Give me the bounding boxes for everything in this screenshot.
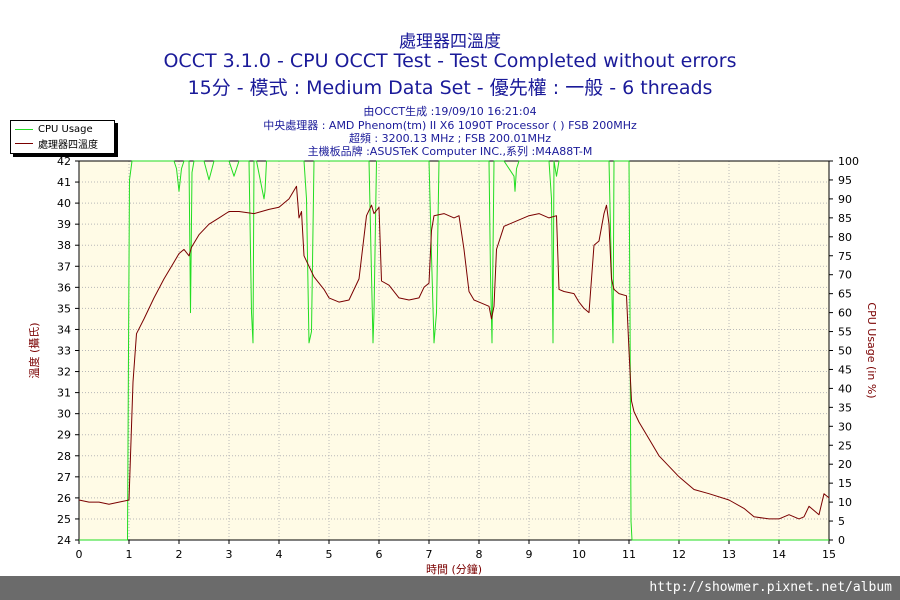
y-right-tick-label: 5 bbox=[838, 515, 845, 528]
y-right-tick-label: 45 bbox=[838, 363, 852, 376]
series-line-temperature bbox=[78, 185, 830, 520]
legend-label: 處理器四溫度 bbox=[38, 140, 98, 151]
info-cpu: 中央處理器 : AMD Phenom(tm) II X6 1090T Proce… bbox=[263, 119, 637, 132]
y-right-tick-label: 85 bbox=[838, 212, 852, 225]
y-left-axis-label: 溫度 (攝氏) bbox=[27, 322, 41, 378]
y-right-tick-label: 75 bbox=[838, 250, 852, 263]
legend: CPU Usage 處理器四溫度 bbox=[10, 120, 115, 154]
chart-subtitle: 15分 - 模式 : Medium Data Set - 優先權 : 一般 - … bbox=[187, 77, 713, 99]
y-left-tick-label: 40 bbox=[57, 197, 71, 210]
y-right-tick-label: 60 bbox=[838, 307, 852, 320]
y-left-tick-label: 35 bbox=[57, 302, 71, 315]
x-tick-label: 0 bbox=[76, 548, 83, 561]
x-tick-label: 11 bbox=[622, 548, 636, 561]
y-right-tick-label: 80 bbox=[838, 231, 852, 244]
x-tick-label: 8 bbox=[476, 548, 483, 561]
chart-title-cn: 處理器四溫度 bbox=[399, 32, 501, 52]
legend-item-cpu-usage: CPU Usage bbox=[15, 123, 93, 136]
x-tick-label: 9 bbox=[526, 548, 533, 561]
info-frequency: 超頻 : 3200.13 MHz ; FSB 200.01MHz bbox=[348, 132, 552, 145]
y-right-tick-label: 25 bbox=[838, 439, 852, 452]
y-right-axis-label: CPU Usage (in %) bbox=[865, 302, 878, 398]
y-left-tick-label: 24 bbox=[57, 534, 71, 547]
x-tick-label: 4 bbox=[276, 548, 283, 561]
y-left-tick-label: 30 bbox=[57, 408, 71, 421]
y-right-tick-label: 100 bbox=[838, 155, 859, 168]
y-right-tick-label: 65 bbox=[838, 288, 852, 301]
y-left-tick-label: 42 bbox=[57, 155, 71, 168]
info-motherboard: 主機板品牌 :ASUSTeK Computer INC.,系列 :M4A88T-… bbox=[307, 145, 593, 158]
info-generated: 由OCCT生成 :19/09/10 16:21:04 bbox=[363, 105, 537, 118]
y-right-tick-label: 10 bbox=[838, 496, 852, 509]
x-tick-label: 1 bbox=[126, 548, 133, 561]
x-tick-label: 13 bbox=[722, 548, 736, 561]
y-right-tick-label: 35 bbox=[838, 401, 852, 414]
legend-label: CPU Usage bbox=[38, 124, 93, 135]
legend-swatch-temperature bbox=[15, 143, 33, 144]
x-tick-label: 2 bbox=[176, 548, 183, 561]
x-tick-label: 10 bbox=[572, 548, 586, 561]
y-right-tick-label: 90 bbox=[838, 193, 852, 206]
x-tick-label: 5 bbox=[326, 548, 333, 561]
y-left-tick-label: 32 bbox=[57, 366, 71, 379]
x-tick-label: 15 bbox=[822, 548, 836, 561]
y-left-tick-label: 26 bbox=[57, 492, 71, 505]
x-tick-label: 14 bbox=[772, 548, 786, 561]
y-left-tick-label: 29 bbox=[57, 429, 71, 442]
x-tick-label: 3 bbox=[226, 548, 233, 561]
y-left-tick-label: 34 bbox=[57, 323, 71, 336]
y-right-tick-label: 40 bbox=[838, 382, 852, 395]
chart-title-main: OCCT 3.1.0 - CPU OCCT Test - Test Comple… bbox=[163, 50, 737, 72]
series-line-cpu-usage bbox=[79, 160, 829, 541]
y-left-tick-label: 33 bbox=[57, 345, 71, 358]
legend-swatch-cpu-usage bbox=[15, 129, 33, 130]
y-left-tick-label: 41 bbox=[57, 176, 71, 189]
y-right-tick-label: 70 bbox=[838, 269, 852, 282]
y-left-tick-label: 39 bbox=[57, 218, 71, 231]
y-right-tick-label: 50 bbox=[838, 345, 852, 358]
legend-item-temperature: 處理器四溫度 bbox=[15, 137, 98, 151]
y-left-tick-label: 37 bbox=[57, 260, 71, 273]
y-right-tick-label: 55 bbox=[838, 326, 852, 339]
footer-url: http://showmer.pixnet.net/album bbox=[649, 580, 892, 595]
y-left-tick-label: 38 bbox=[57, 239, 71, 252]
y-left-tick-label: 36 bbox=[57, 281, 71, 294]
y-right-tick-label: 15 bbox=[838, 477, 852, 490]
y-left-tick-label: 31 bbox=[57, 387, 71, 400]
x-tick-label: 12 bbox=[672, 548, 686, 561]
y-right-tick-label: 30 bbox=[838, 420, 852, 433]
x-tick-label: 7 bbox=[426, 548, 433, 561]
x-tick-label: 6 bbox=[376, 548, 383, 561]
footer-bar: http://showmer.pixnet.net/album bbox=[0, 576, 900, 600]
y-right-tick-label: 95 bbox=[838, 174, 852, 187]
x-axis-label: 時間 (分鐘) bbox=[426, 562, 482, 576]
y-left-tick-label: 28 bbox=[57, 450, 71, 463]
y-left-tick-label: 27 bbox=[57, 471, 71, 484]
y-left-tick-label: 25 bbox=[57, 513, 71, 526]
y-right-tick-label: 0 bbox=[838, 534, 845, 547]
y-right-tick-label: 20 bbox=[838, 458, 852, 471]
